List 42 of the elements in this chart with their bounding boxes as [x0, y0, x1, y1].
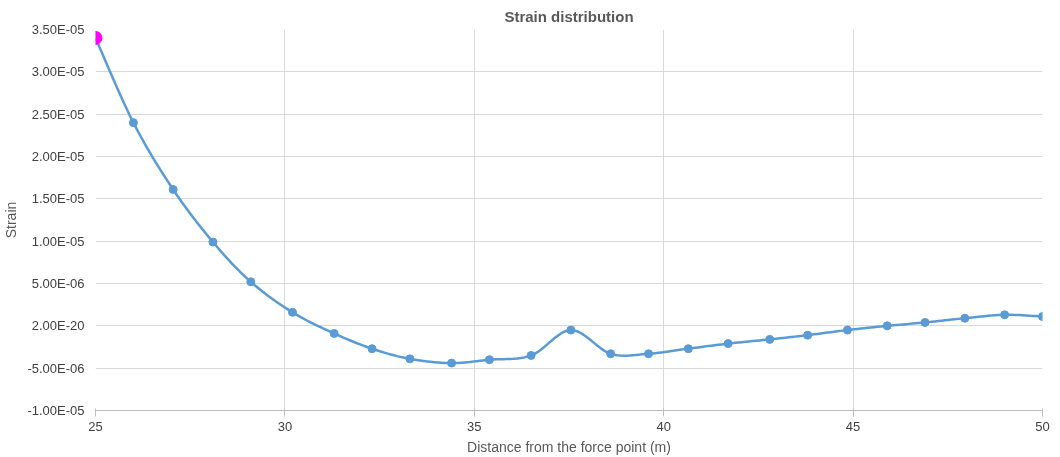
x-axis-title: Distance from the force point (m): [467, 438, 671, 455]
y-tick-label: -1.00E-05: [27, 403, 85, 418]
y-tick-label: -5.00E-06: [27, 360, 85, 376]
y-axis-title: Strain: [3, 201, 20, 239]
point: [606, 349, 616, 359]
x-tick-label: 35: [467, 418, 482, 434]
chart-title: Strain distribution: [504, 7, 634, 25]
y-tick-label: 3.50E-05: [31, 22, 85, 37]
x-tick-label: 45: [845, 418, 861, 434]
x-tick-label: 30: [277, 418, 293, 434]
y-tick-label: 3.00E-05: [31, 64, 85, 80]
point: [723, 339, 733, 349]
x-tick-label: 50: [1035, 418, 1050, 434]
point: [1000, 310, 1010, 320]
x-tick-label: 25: [88, 418, 103, 434]
point: [128, 118, 138, 128]
y-tick-label: 1.00E-05: [31, 233, 85, 249]
point: [960, 313, 970, 323]
x-tick-label: 40: [656, 418, 671, 434]
point: [405, 354, 415, 364]
point: [168, 185, 178, 195]
point: [208, 237, 218, 247]
point: [683, 344, 693, 354]
y-tick-label: 2.50E-05: [31, 106, 85, 122]
point: [803, 330, 813, 340]
point: [329, 328, 339, 338]
point: [765, 334, 775, 344]
point: [447, 358, 457, 368]
point: [882, 321, 892, 331]
point: [566, 325, 576, 335]
point: [526, 350, 536, 360]
point: [484, 355, 494, 365]
point: [644, 349, 654, 359]
point: [920, 317, 930, 327]
point: [367, 344, 377, 354]
point: [246, 277, 256, 287]
y-tick-label: 1.50E-05: [31, 191, 85, 207]
point: [287, 307, 297, 317]
y-tick-label: 2.00E-05: [31, 149, 85, 164]
y-tick-label: 5.00E-06: [31, 276, 85, 291]
point: [842, 325, 852, 335]
y-tick-label: 2.00E-20: [31, 318, 85, 334]
